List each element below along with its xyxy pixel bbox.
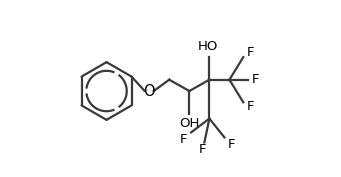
Text: F: F [228,138,235,151]
Text: F: F [246,46,254,59]
Text: OH: OH [179,117,199,130]
Text: HO: HO [198,40,218,53]
Text: F: F [180,133,188,146]
Text: F: F [199,144,206,156]
Text: F: F [251,73,259,86]
Text: F: F [246,100,254,113]
Text: O: O [143,84,155,99]
